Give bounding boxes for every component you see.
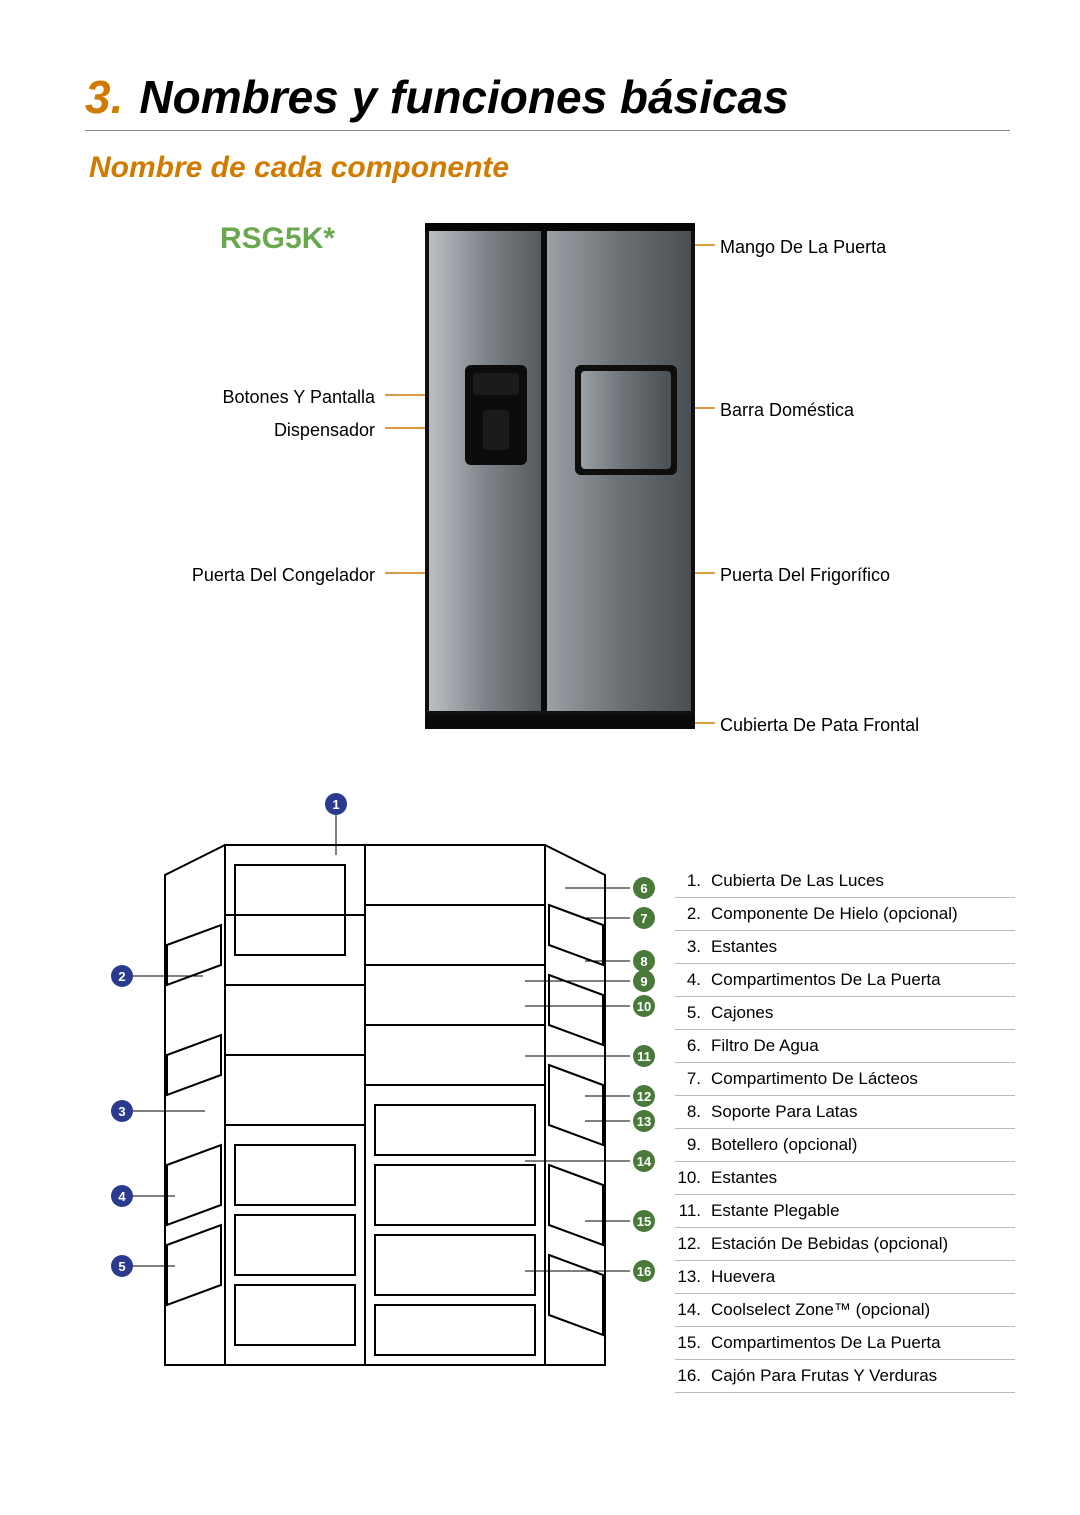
parts-list-label: Estación De Bebidas (opcional) [711, 1234, 1013, 1254]
parts-list-index: 3. [677, 937, 701, 957]
number-badge: 1 [325, 793, 347, 815]
parts-list-row: 2. Componente De Hielo (opcional) [675, 898, 1015, 931]
parts-list-label: Coolselect Zone™ (opcional) [711, 1300, 1013, 1320]
parts-list-index: 5. [677, 1003, 701, 1023]
interior-diagram: 12345678910111213141516 1.Cubierta De La… [85, 785, 1005, 1455]
parts-list-label: Compartimentos De La Puerta [711, 1333, 1013, 1353]
parts-list-row: 10. Estantes [675, 1162, 1015, 1195]
callout-label: Mango De La Puerta [720, 237, 886, 258]
parts-list-row: 6. Filtro De Agua [675, 1030, 1015, 1063]
parts-list-label: Cubierta De Las Luces [711, 871, 1013, 891]
parts-list-row: 9. Botellero (opcional) [675, 1129, 1015, 1162]
exterior-diagram: Botones Y Pantalla Dispensador Puerta Del … [85, 205, 1005, 775]
parts-list-index: 2. [677, 904, 701, 924]
callout-label: Puerta Del Congelador [192, 565, 375, 586]
number-badge: 3 [111, 1100, 133, 1122]
number-badge: 11 [633, 1045, 655, 1067]
parts-list-label: Compartimentos De La Puerta [711, 970, 1013, 990]
parts-list-row: 7. Compartimento De Lácteos [675, 1063, 1015, 1096]
callout-label: Barra Doméstica [720, 400, 854, 421]
parts-list-index: 7. [677, 1069, 701, 1089]
parts-list: 1. Cubierta De Las Luces 2. Componente De H… [675, 865, 1015, 1393]
parts-list-row: 4. Compartimentos De La Puerta [675, 964, 1015, 997]
interior-leaders [85, 785, 665, 1405]
parts-list-index: 4. [677, 970, 701, 990]
parts-list-label: Huevera [711, 1267, 1013, 1287]
parts-list-label: Estante Plegable [711, 1201, 1013, 1221]
parts-list-label: Cajón Para Frutas Y Verduras [711, 1366, 1013, 1386]
number-badge: 12 [633, 1085, 655, 1107]
parts-list-index: 8. [677, 1102, 701, 1122]
number-badge: 10 [633, 995, 655, 1017]
parts-list-row: 3. Estantes [675, 931, 1015, 964]
section-title: Nombres y funciones básicas [139, 70, 788, 124]
parts-list-row: 12. Estación De Bebidas (opcional) [675, 1228, 1015, 1261]
section-number: 3. [85, 70, 123, 124]
number-badge: 8 [633, 950, 655, 972]
parts-list-label: Estantes [711, 1168, 1013, 1188]
number-badge: 14 [633, 1150, 655, 1172]
callout-label: Puerta Del Frigorífico [720, 565, 890, 586]
parts-list-label: Botellero (opcional) [711, 1135, 1013, 1155]
parts-list-index: 12. [677, 1234, 701, 1254]
number-badge: 13 [633, 1110, 655, 1132]
section-subtitle: Nombre de cada componente [89, 151, 1010, 185]
number-badge: 2 [111, 965, 133, 987]
parts-list-index: 15. [677, 1333, 701, 1353]
section-header: 3. Nombres y funciones básicas [85, 70, 1010, 131]
parts-list-index: 11. [677, 1201, 701, 1221]
manual-page: 3. Nombres y funciones básicas Nombre de… [0, 0, 1080, 1515]
parts-list-index: 16. [677, 1366, 701, 1386]
callout-label: Cubierta De Pata Frontal [720, 715, 919, 736]
callout-label: Botones Y Pantalla [223, 387, 375, 408]
number-badge: 7 [633, 907, 655, 929]
parts-list-row: 14. Coolselect Zone™ (opcional) [675, 1294, 1015, 1327]
parts-list-label: Cajones [711, 1003, 1013, 1023]
parts-list-row: 5. Cajones [675, 997, 1015, 1030]
number-badge: 6 [633, 877, 655, 899]
parts-list-label: Soporte Para Latas [711, 1102, 1013, 1122]
parts-list-index: 14. [677, 1300, 701, 1320]
parts-list-label: Compartimento De Lácteos [711, 1069, 1013, 1089]
parts-list-index: 1. [677, 871, 701, 891]
parts-list-row: 13. Huevera [675, 1261, 1015, 1294]
parts-list-index: 6. [677, 1036, 701, 1056]
number-badge: 16 [633, 1260, 655, 1282]
parts-list-row: 16. Cajón Para Frutas Y Verduras [675, 1360, 1015, 1393]
number-badge: 5 [111, 1255, 133, 1277]
parts-list-row: 11. Estante Plegable [675, 1195, 1015, 1228]
parts-list-row: 1. Cubierta De Las Luces [675, 865, 1015, 898]
parts-list-index: 13. [677, 1267, 701, 1287]
callout-label: Dispensador [274, 420, 375, 441]
parts-list-index: 9. [677, 1135, 701, 1155]
number-badge: 9 [633, 970, 655, 992]
parts-list-row: 15. Compartimentos De La Puerta [675, 1327, 1015, 1360]
parts-list-index: 10. [677, 1168, 701, 1188]
parts-list-row: 8. Soporte Para Latas [675, 1096, 1015, 1129]
parts-list-label: Componente De Hielo (opcional) [711, 904, 1013, 924]
number-badge: 4 [111, 1185, 133, 1207]
fridge-exterior-icon [425, 215, 695, 735]
parts-list-label: Filtro De Agua [711, 1036, 1013, 1056]
parts-list-label: Estantes [711, 937, 1013, 957]
number-badge: 15 [633, 1210, 655, 1232]
